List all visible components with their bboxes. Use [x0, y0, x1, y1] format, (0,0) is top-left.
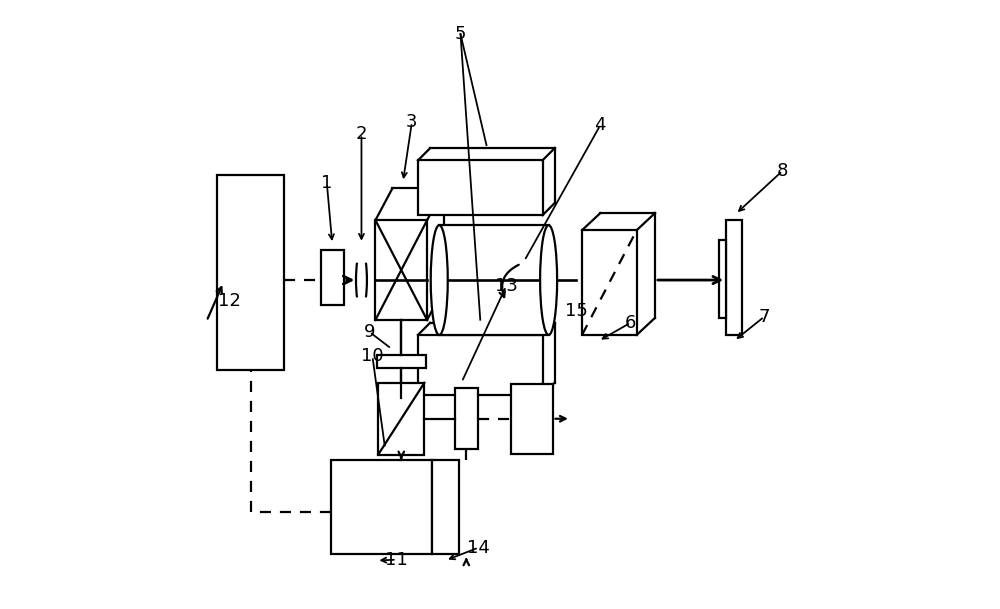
Text: 4: 4	[595, 116, 606, 134]
Text: 5: 5	[455, 25, 466, 43]
Ellipse shape	[431, 225, 448, 335]
Bar	[377, 355, 426, 368]
Bar	[321, 250, 344, 305]
Bar	[511, 384, 553, 454]
Text: 6: 6	[625, 314, 636, 332]
Text: 3: 3	[406, 113, 418, 131]
Bar	[418, 335, 543, 395]
Bar	[432, 460, 459, 554]
Text: 11: 11	[385, 551, 408, 569]
Bar	[719, 240, 726, 318]
Bar	[439, 225, 549, 335]
Text: 8: 8	[777, 162, 788, 180]
Text: 14: 14	[467, 538, 490, 557]
Ellipse shape	[540, 225, 557, 335]
Text: 15: 15	[565, 301, 587, 320]
Text: 7: 7	[759, 308, 770, 326]
Bar	[375, 220, 427, 320]
Bar	[455, 388, 478, 449]
Bar	[331, 460, 432, 554]
Text: 10: 10	[361, 347, 384, 365]
Text: 13: 13	[495, 277, 518, 295]
Bar	[378, 383, 424, 455]
Text: 9: 9	[364, 323, 375, 341]
Bar	[418, 160, 543, 215]
Bar	[726, 220, 742, 335]
Text: 2: 2	[356, 125, 367, 143]
Bar	[217, 175, 284, 370]
Bar	[582, 230, 637, 335]
Text: 12: 12	[218, 292, 241, 311]
Text: 1: 1	[321, 174, 333, 192]
